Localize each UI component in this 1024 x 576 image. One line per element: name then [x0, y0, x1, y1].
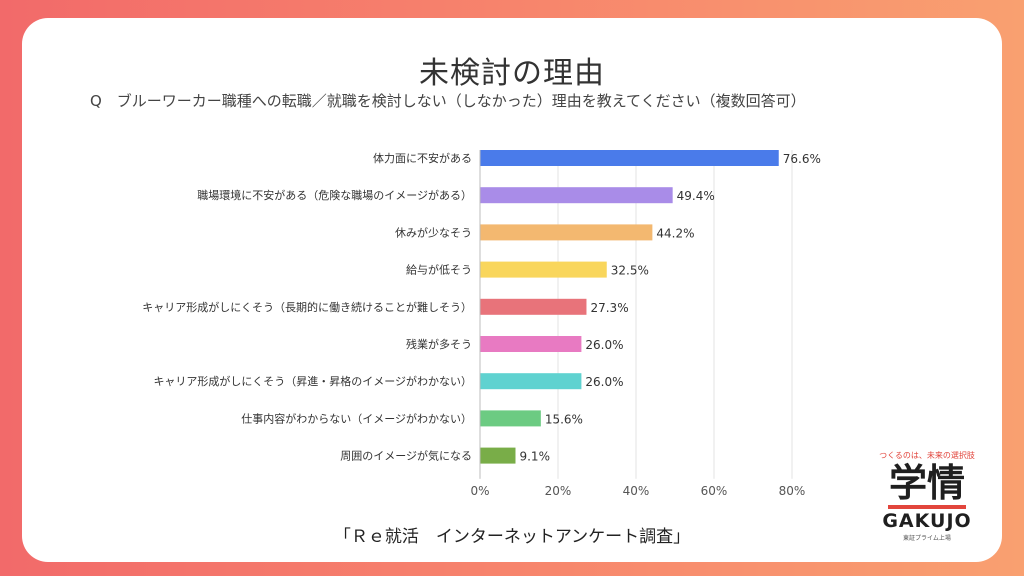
survey-source: 「Ｒｅ就活 インターネットアンケート調査」 — [333, 527, 691, 547]
bar — [480, 373, 582, 390]
bar-chart: 0% 20% 40% 60% 80% 体力面に不安がある 76.6% 職場環境に不安がある（危… — [142, 150, 821, 498]
bar — [480, 150, 779, 166]
logo-underline — [888, 505, 966, 509]
value-label: 44.2% — [656, 226, 694, 240]
value-label: 27.3% — [590, 301, 628, 315]
bar — [480, 410, 541, 427]
bar — [480, 187, 673, 204]
bar — [480, 447, 516, 464]
value-label: 26.0% — [585, 375, 623, 389]
value-label: 49.4% — [677, 189, 715, 203]
category-label: キャリア形成がしにくそう（昇進・昇格のイメージがわかない） — [153, 374, 472, 388]
category-label: 体力面に不安がある — [373, 151, 472, 165]
category-label: 仕事内容がわからない（イメージがわかない） — [241, 411, 472, 425]
bar — [480, 298, 587, 315]
category-label: 残業が多そう — [406, 337, 472, 351]
x-tick-label: 0% — [470, 484, 489, 498]
bar — [480, 336, 582, 352]
bar — [480, 261, 607, 278]
logo-subline: 東証プライム上場 — [903, 535, 951, 542]
category-label: 給与が低そう — [406, 263, 472, 277]
bar — [480, 224, 653, 241]
value-label: 26.0% — [585, 338, 623, 352]
value-label: 15.6% — [545, 412, 583, 426]
logo-wordmark: GAKUJO — [882, 510, 972, 532]
x-tick-label: 20% — [545, 484, 572, 498]
chart-card: 未検討の理由 Q ブルーワーカー職種への転職／就職を検討しない（しなかった）理由… — [22, 18, 1002, 562]
category-label: 周囲のイメージが気になる — [340, 449, 472, 463]
chart-title: 未検討の理由 — [419, 56, 605, 91]
gakujo-logo: つくるのは、未来の選択肢 学情 GAKUJO 東証プライム上場 — [862, 450, 992, 542]
x-tick-label: 60% — [701, 484, 728, 498]
x-tick-label: 80% — [779, 484, 806, 498]
value-label: 32.5% — [611, 264, 649, 278]
value-label: 9.1% — [519, 450, 550, 464]
category-label: キャリア形成がしにくそう（長期的に働き続けることが難しそう） — [142, 300, 472, 314]
value-label: 76.6% — [783, 152, 821, 166]
logo-kanji: 学情 — [888, 461, 965, 505]
survey-question: Q ブルーワーカー職種への転職／就職を検討しない（しなかった）理由を教えてくださ… — [90, 92, 806, 110]
category-label: 休みが少なそう — [395, 225, 472, 239]
category-label: 職場環境に不安がある（危険な職場のイメージがある） — [197, 188, 472, 202]
logo-tagline: つくるのは、未来の選択肢 — [879, 451, 975, 460]
x-tick-label: 40% — [623, 484, 650, 498]
